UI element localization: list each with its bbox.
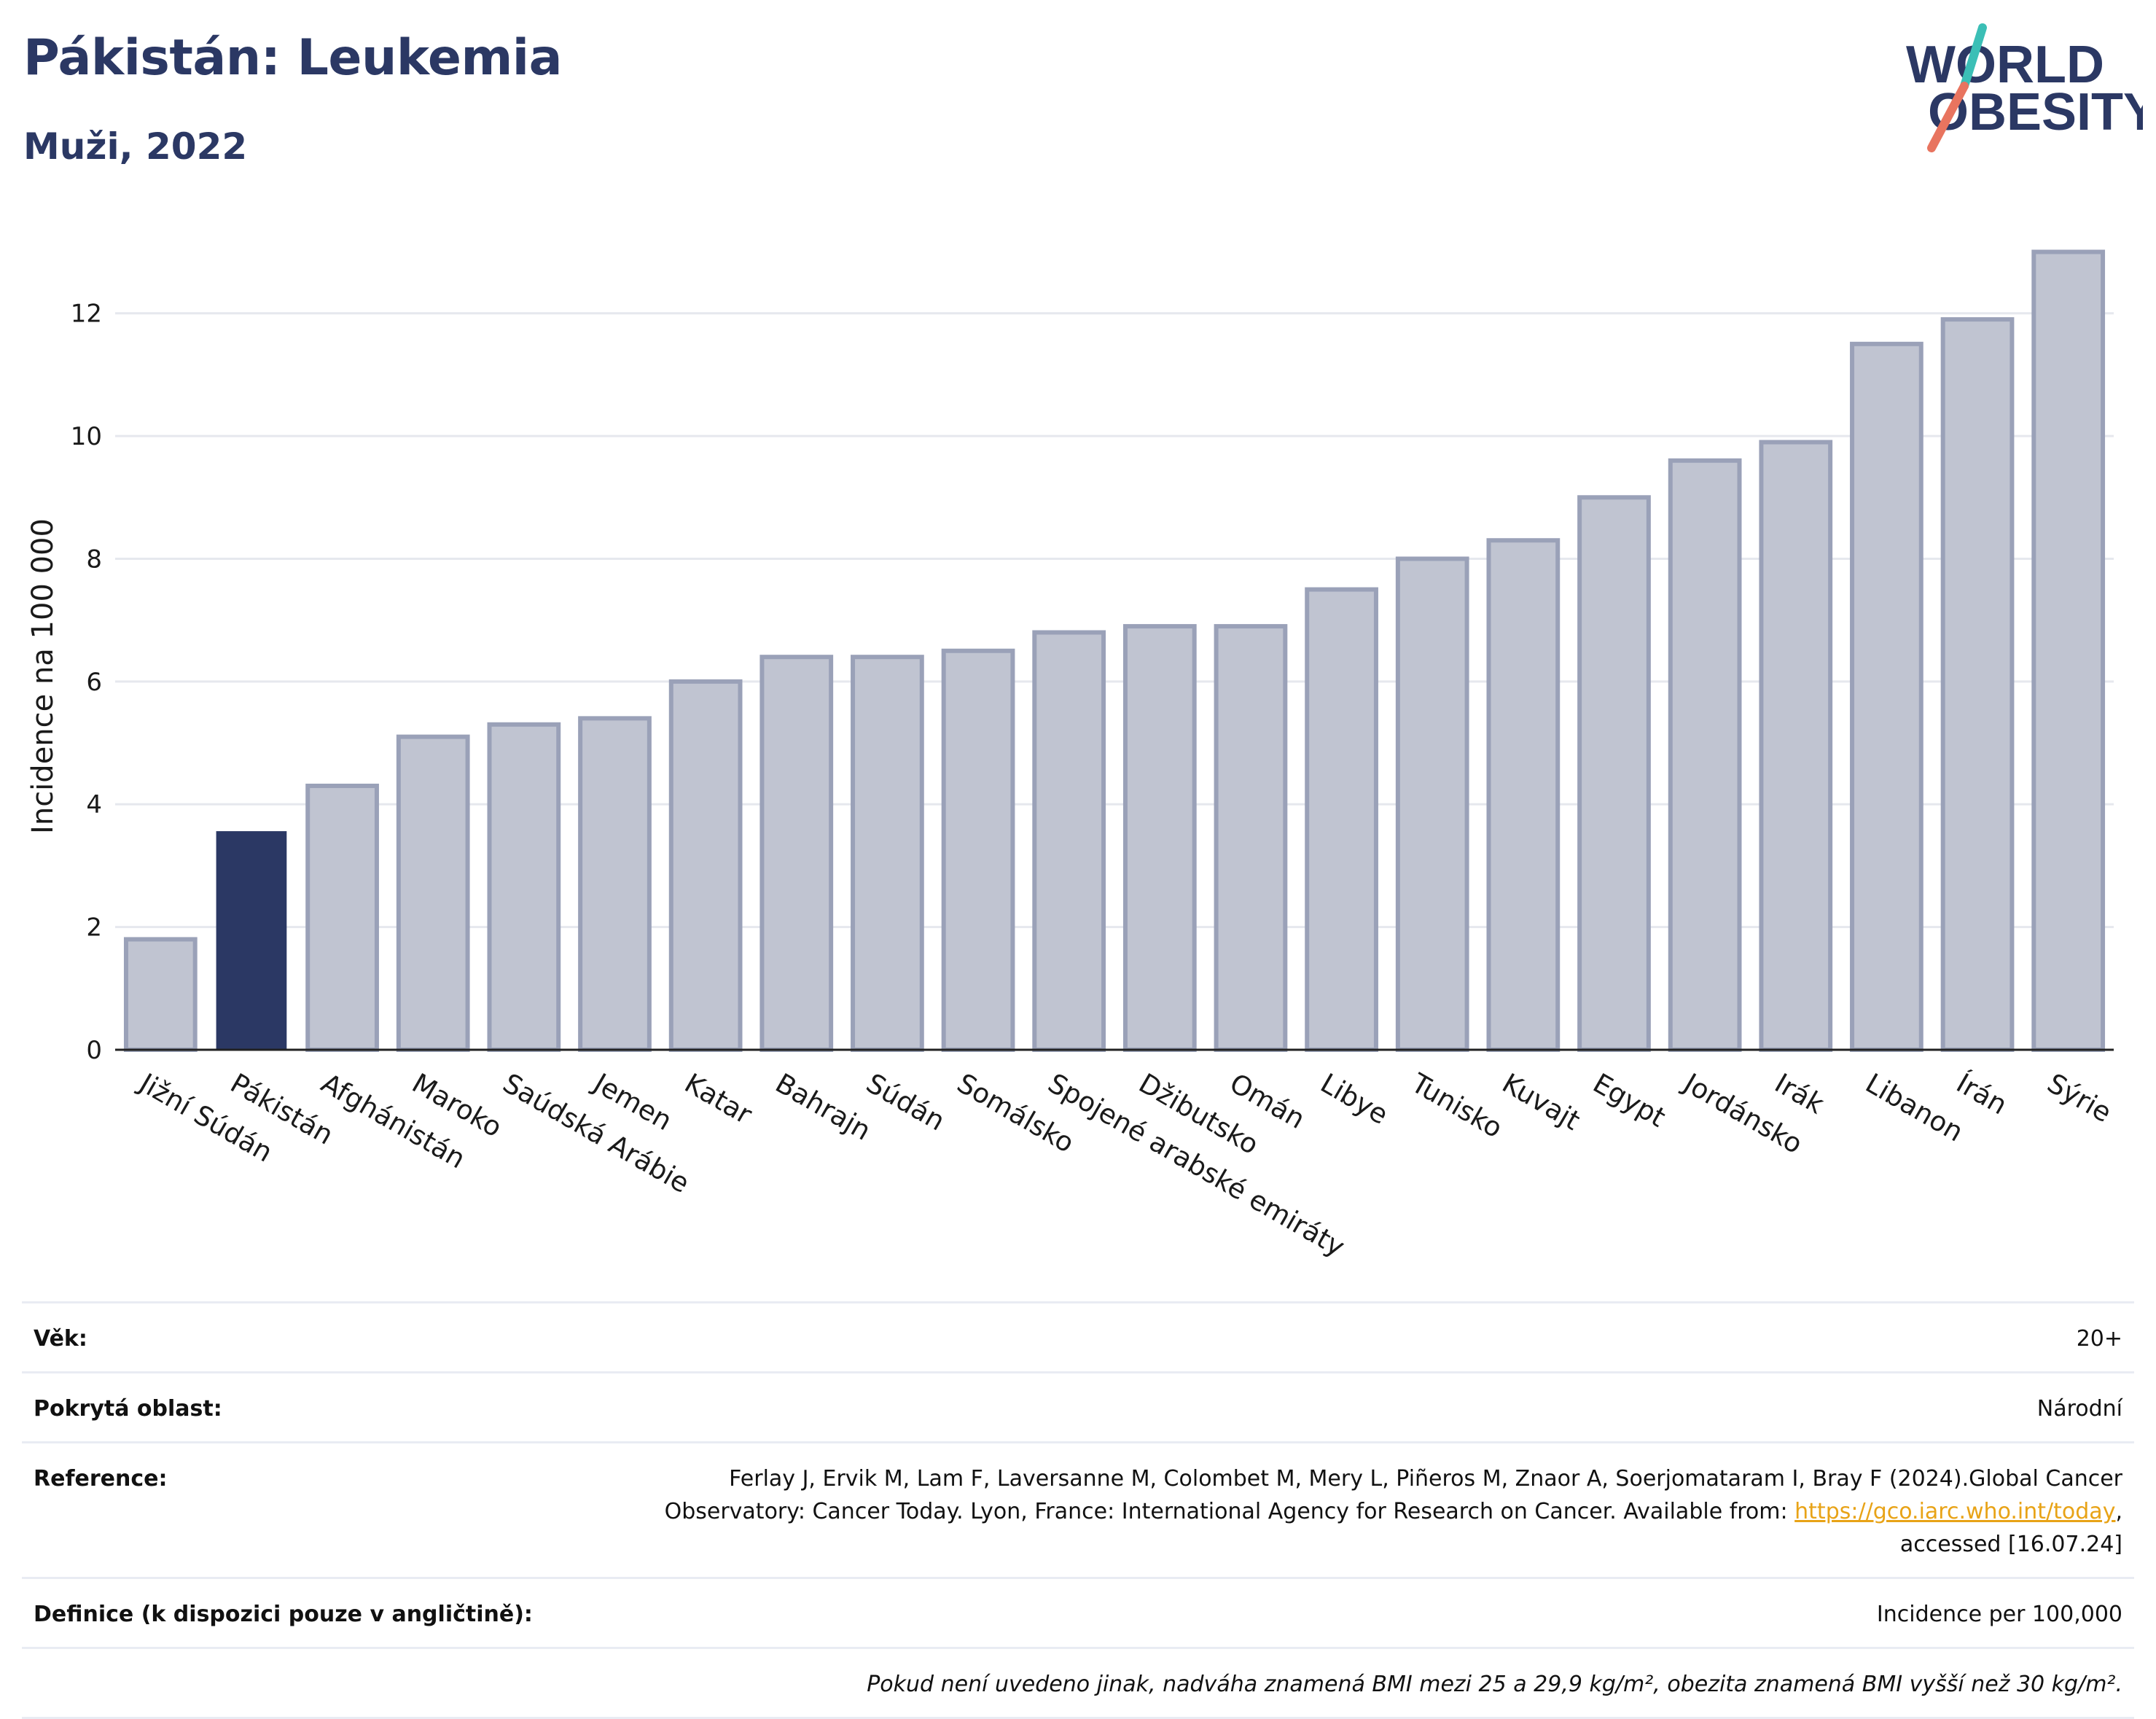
x-tick-label: Libanon: [1860, 1067, 1968, 1148]
bar: [1486, 538, 1561, 1052]
x-tick-label: Tunisko: [1405, 1067, 1507, 1145]
x-tick-label: Kuvajt: [1497, 1067, 1585, 1137]
bar: [851, 655, 924, 1052]
info-table: Věk: 20+ Pokrytá oblast: Národní Referen…: [22, 1301, 2134, 1719]
bar-highlight: [216, 831, 287, 1050]
bar: [1668, 458, 1742, 1052]
info-row-age: Věk: 20+: [22, 1301, 2134, 1371]
x-tick-label: Katar: [679, 1067, 758, 1131]
bar: [1032, 630, 1106, 1052]
bar: [1759, 440, 1833, 1053]
bars: [123, 249, 2106, 1053]
chart-title: Pákistán: Leukemia: [23, 29, 563, 87]
world-obesity-logo: WORLD OBESITY: [1906, 23, 2143, 152]
bar: [305, 783, 379, 1053]
age-label: Věk:: [34, 1326, 87, 1352]
bar: [759, 655, 834, 1052]
bar: [1214, 624, 1288, 1052]
info-row-reference: Reference: Ferlay J, Ervik M, Lam F, Lav…: [22, 1441, 2134, 1577]
coverage-label: Pokrytá oblast:: [34, 1396, 222, 1422]
y-tick-label: 8: [86, 545, 102, 574]
definition-value: Incidence per 100,000: [1876, 1602, 2122, 1627]
y-axis-title: Incidence na 100 000: [26, 518, 60, 834]
x-tick-label: Irák: [1770, 1067, 1830, 1120]
bar-chart: 0 2 4 6 8 10 12 Jižní SúdánPákistánAfghánistán…: [26, 249, 2117, 1263]
y-tick-label: 12: [71, 300, 102, 329]
x-tick-labels: Jižní SúdánPákistánAfghánistánMarokoSaúd…: [133, 1067, 2117, 1263]
y-tick-label: 2: [86, 913, 102, 943]
bar: [1305, 587, 1378, 1052]
y-tick-label: 0: [86, 1036, 102, 1065]
bar: [2031, 249, 2106, 1053]
bar: [396, 734, 470, 1052]
x-tick-label: Bahrajn: [770, 1067, 876, 1147]
reference-label: Reference:: [34, 1466, 168, 1492]
logo-slash-coral: [1927, 82, 1969, 152]
bar: [668, 679, 743, 1053]
definition-label: Definice (k dispozici pouze v angličtině…: [34, 1602, 533, 1627]
logo-line1: WORLD: [1906, 36, 2104, 94]
x-tick-label: Egypt: [1587, 1067, 1671, 1134]
x-tick-label: Írán: [1951, 1067, 2013, 1120]
coverage-value: Národní: [2036, 1396, 2122, 1422]
info-row-note: Pokud není uvedeno jinak, nadváha znamen…: [22, 1647, 2134, 1719]
age-value: 20+: [2076, 1326, 2122, 1352]
bar: [1395, 556, 1469, 1052]
bar: [1940, 317, 2015, 1052]
chart-subtitle: Muži, 2022: [23, 125, 248, 168]
y-tick-labels: 0 2 4 6 8 10 12: [71, 300, 102, 1065]
reference-link[interactable]: https://gco.iarc.who.int/today: [1794, 1499, 2116, 1524]
bar: [941, 648, 1015, 1052]
bar: [1577, 495, 1651, 1052]
reference-accessed: , accessed [16.07.24]: [1899, 1499, 2122, 1557]
bmi-note: Pokud není uvedeno jinak, nadváha znamen…: [867, 1672, 2122, 1697]
x-tick-label: Sýrie: [2042, 1067, 2117, 1129]
x-tick-label: Libye: [1315, 1067, 1393, 1131]
bar: [578, 716, 652, 1053]
y-tick-label: 10: [71, 422, 102, 451]
reference-text: Ferlay J, Ervik M, Lam F, Laversanne M, …: [664, 1466, 2122, 1524]
info-row-definition: Definice (k dispozici pouze v angličtině…: [22, 1577, 2134, 1647]
y-tick-label: 6: [86, 668, 102, 697]
bar: [1850, 341, 1923, 1053]
reference-value: Ferlay J, Ervik M, Lam F, Laversanne M, …: [628, 1462, 2122, 1561]
bar: [487, 722, 561, 1052]
info-row-coverage: Pokrytá oblast: Národní: [22, 1371, 2134, 1441]
bar: [123, 937, 198, 1053]
y-tick-label: 4: [86, 790, 102, 819]
x-tick-label: Súdán: [861, 1067, 950, 1137]
bar: [1122, 624, 1197, 1052]
logo-slash-teal: [1960, 23, 1987, 90]
